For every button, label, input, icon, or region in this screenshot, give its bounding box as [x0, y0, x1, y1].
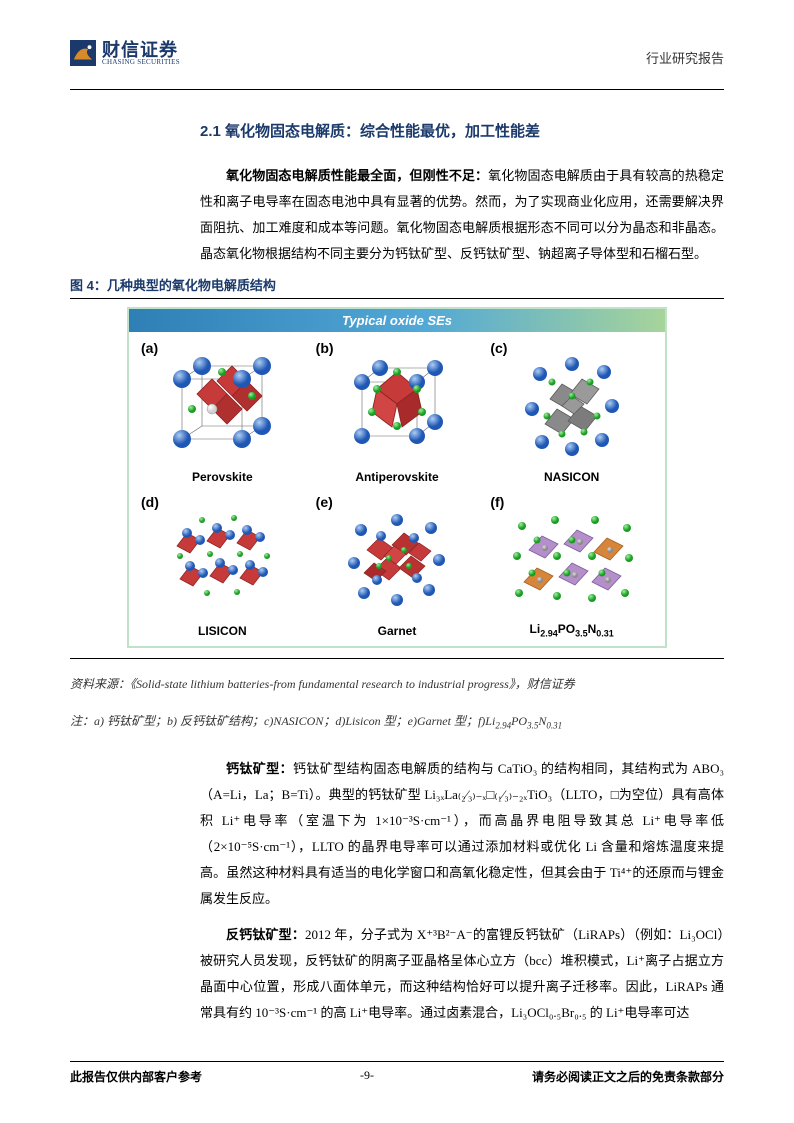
para2-lead: 钙钛矿型：	[226, 761, 293, 776]
para3-lead: 反钙钛矿型：	[226, 927, 305, 942]
cell-label: LISICON	[198, 624, 247, 642]
figure-caption: 图 4：几种典型的氧化物电解质结构	[70, 275, 724, 294]
cell-label: Li2.94PO3.5N0.31	[530, 622, 614, 642]
page-footer: 此报告仅供内部客户参考 -9- 请务必阅读正文之后的免责条款部分	[70, 1061, 724, 1085]
figure-cell-f: (f)	[486, 492, 657, 642]
cell-label: Garnet	[378, 624, 417, 642]
footer-page-number: -9-	[360, 1068, 374, 1085]
nasicon-diagram	[512, 354, 632, 459]
lipon-diagram	[507, 508, 637, 613]
page-header: 财信证券 CHASING SECURITIES 行业研究报告	[70, 40, 724, 85]
para2-text: 钙钛矿型结构固态电解质的结构与 CaTiO₃ 的结构相同，其结构式为 ABO₃（…	[200, 761, 724, 906]
lisicon-diagram	[162, 508, 282, 608]
garnet-diagram	[339, 508, 454, 613]
antiperovskite-diagram	[342, 354, 452, 454]
paragraph-3: 反钙钛矿型：2012 年，分子式为 X⁺³B²⁻A⁻的富锂反钙钛矿（LiRAPs…	[200, 922, 724, 1026]
paragraph-2: 钙钛矿型：钙钛矿型结构固态电解质的结构与 CaTiO₃ 的结构相同，其结构式为 …	[200, 756, 724, 912]
cell-tag: (b)	[316, 340, 334, 356]
figure-cell-b: (b) Antiperovskit	[312, 338, 483, 488]
cell-label: Antiperovskite	[355, 470, 438, 488]
cell-tag: (d)	[141, 494, 159, 510]
figure-source-line2: 注：a) 钙钛矿型；b) 反钙钛矿结构；c)NASICON；d)Lisicon …	[70, 710, 724, 734]
figure-rule-bottom	[70, 658, 724, 659]
figure-cell-c: (c)	[486, 338, 657, 488]
para1-lead: 氧化物固态电解质性能最全面，但刚性不足：	[226, 168, 488, 183]
figure-source-line1: 资料来源：《Solid-state lithium batteries-from…	[70, 673, 724, 696]
perovskite-diagram	[167, 354, 277, 454]
cell-label: Perovskite	[192, 470, 253, 488]
figure-cell-d: (d)	[137, 492, 308, 642]
logo-block: 财信证券 CHASING SECURITIES	[70, 40, 180, 66]
doc-type-label: 行业研究报告	[646, 40, 724, 67]
header-rule	[70, 89, 724, 90]
footer-rule	[70, 1061, 724, 1062]
cell-tag: (f)	[490, 494, 504, 510]
cell-tag: (a)	[141, 340, 158, 356]
section-title: 2.1 氧化物固态电解质：综合性能最优，加工性能差	[200, 120, 724, 141]
figure-cell-e: (e)	[312, 492, 483, 642]
cell-tag: (c)	[490, 340, 507, 356]
footer-right: 请务必阅读正文之后的免责条款部分	[532, 1068, 724, 1085]
figure-box: Typical oxide SEs (a)	[127, 307, 667, 648]
figure-banner: Typical oxide SEs	[129, 309, 665, 332]
cell-tag: (e)	[316, 494, 333, 510]
logo-text-cn: 财信证券	[102, 41, 180, 59]
figure-grid: (a)	[129, 332, 665, 646]
footer-left: 此报告仅供内部客户参考	[70, 1068, 202, 1085]
figure-cell-a: (a)	[137, 338, 308, 488]
paragraph-1: 氧化物固态电解质性能最全面，但刚性不足：氧化物固态电解质由于具有较高的热稳定性和…	[200, 163, 724, 267]
figure-rule-top	[70, 298, 724, 299]
logo-text-en: CHASING SECURITIES	[102, 59, 180, 66]
logo-icon	[70, 40, 96, 66]
cell-label: NASICON	[544, 470, 599, 488]
